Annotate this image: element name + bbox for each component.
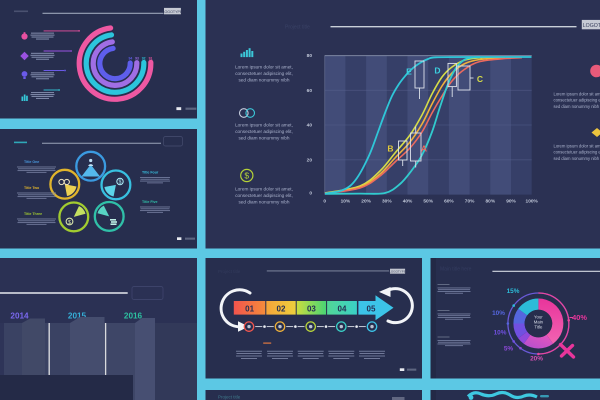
svg-text:5%: 5% (504, 346, 514, 353)
svg-text:B: B (387, 144, 393, 154)
svg-text:2014: 2014 (10, 312, 29, 321)
svg-text:Title: Title (534, 324, 543, 329)
svg-text:E: E (406, 67, 412, 77)
svg-text:04: 04 (338, 304, 347, 313)
svg-text:70%: 70% (465, 198, 475, 204)
svg-text:40%: 40% (572, 313, 587, 322)
svg-text:sed diam nonummy nibh: sed diam nonummy nibh (238, 78, 289, 83)
svg-text:92: 92 (142, 56, 146, 60)
svg-text:$: $ (119, 180, 122, 186)
svg-text:sed diam nonummy nibh: sed diam nonummy nibh (554, 156, 600, 161)
svg-text:Title Four: Title Four (142, 171, 159, 175)
svg-text:40: 40 (307, 123, 313, 129)
svg-text:0: 0 (309, 191, 312, 197)
svg-text:93: 93 (135, 56, 139, 60)
svg-text:Project title: Project title (218, 269, 241, 274)
svg-text:consectetuer adipiscing elit,: consectetuer adipiscing elit, (235, 71, 293, 76)
svg-text:03: 03 (307, 304, 316, 313)
svg-text:Title One: Title One (24, 160, 39, 164)
svg-text:94: 94 (129, 56, 133, 60)
svg-text:80%: 80% (485, 198, 495, 204)
svg-text:LOGOTYPE: LOGOTYPE (389, 270, 406, 274)
svg-text:10%: 10% (494, 330, 507, 337)
svg-text:50%: 50% (423, 198, 433, 204)
svg-text:consectetuer adipiscing elit,: consectetuer adipiscing elit, (235, 193, 293, 198)
svg-text:consectetuer adipiscing elit,: consectetuer adipiscing elit, (554, 98, 600, 103)
svg-text:LOGOT: LOGOT (583, 23, 600, 29)
svg-text:80: 80 (307, 53, 313, 59)
svg-text:C: C (477, 74, 483, 84)
svg-text:15%: 15% (507, 288, 520, 295)
svg-text:$: $ (244, 171, 249, 181)
svg-text:60: 60 (307, 88, 313, 94)
svg-text:10%: 10% (341, 198, 351, 204)
svg-text:Lorem ipsum dolor sit amet,: Lorem ipsum dolor sit amet, (235, 187, 293, 192)
svg-text:100%: 100% (526, 198, 539, 204)
svg-text:Title Five: Title Five (142, 200, 158, 204)
svg-text:Lorem ipsum dolor sit amet,: Lorem ipsum dolor sit amet, (235, 65, 293, 70)
svg-text:Main title here: Main title here (440, 267, 472, 273)
svg-text:60%: 60% (444, 198, 454, 204)
svg-text:Lorem ipsum dolor sit amet,: Lorem ipsum dolor sit amet, (554, 92, 600, 97)
svg-text:01: 01 (245, 304, 254, 313)
svg-text:30%: 30% (382, 198, 392, 204)
svg-text:sed diam nonummy nibh: sed diam nonummy nibh (238, 136, 289, 141)
svg-text:A: A (421, 144, 427, 154)
svg-text:20: 20 (307, 157, 313, 163)
svg-text:Title Two: Title Two (24, 186, 40, 190)
svg-text:sed diam nonummy nibh: sed diam nonummy nibh (238, 200, 289, 205)
svg-text:2015: 2015 (68, 312, 87, 321)
svg-text:10%: 10% (492, 310, 505, 317)
svg-text:Main: Main (534, 319, 544, 324)
svg-text:20%: 20% (361, 198, 371, 204)
svg-text:Project title: Project title (218, 395, 241, 400)
svg-text:Lorem ipsum dolor sit amet,: Lorem ipsum dolor sit amet, (554, 144, 600, 149)
svg-text:Title Three: Title Three (24, 212, 42, 216)
svg-text:Project title: Project title (285, 25, 310, 31)
svg-text:91: 91 (149, 56, 153, 60)
svg-text:D: D (434, 66, 440, 76)
svg-text:0: 0 (323, 198, 326, 204)
svg-text:$: $ (68, 220, 71, 226)
svg-text:sed diam nonummy nibh: sed diam nonummy nibh (554, 104, 600, 109)
svg-text:Lorem ipsum dolor sit amet,: Lorem ipsum dolor sit amet, (235, 123, 293, 128)
svg-text:consectetuer adipiscing elit,: consectetuer adipiscing elit, (235, 129, 293, 134)
svg-text:Your: Your (534, 314, 543, 319)
svg-text:LOGOTYPE: LOGOTYPE (163, 10, 183, 14)
svg-text:05: 05 (367, 304, 376, 313)
svg-text:20%: 20% (530, 356, 543, 363)
svg-text:2016: 2016 (124, 312, 143, 321)
svg-text:40%: 40% (403, 198, 413, 204)
svg-text:02: 02 (277, 304, 286, 313)
svg-text:90%: 90% (506, 198, 516, 204)
svg-text:consectetuer adipiscing elit,: consectetuer adipiscing elit, (554, 150, 600, 155)
